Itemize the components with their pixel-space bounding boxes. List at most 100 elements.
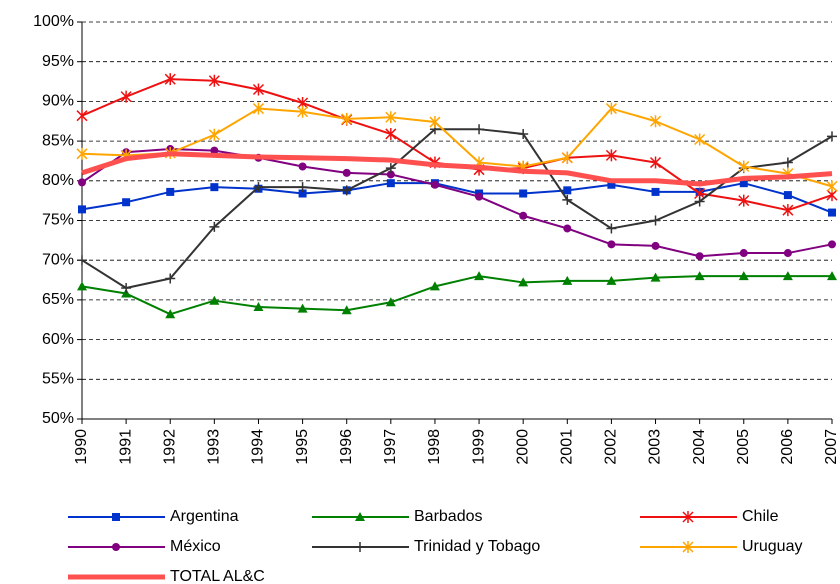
marker: [386, 170, 395, 179]
marker: [385, 127, 397, 140]
marker: [252, 102, 265, 115]
marker: [298, 189, 307, 198]
marker: [563, 186, 572, 195]
marker: [694, 196, 705, 207]
x-tick-label: 2002: [603, 429, 620, 465]
marker: [165, 273, 176, 284]
legend-label: Trinidad y Tobago: [414, 538, 540, 555]
marker: [430, 180, 439, 189]
marker: [562, 275, 573, 285]
y-tick-label: 90%: [42, 93, 74, 110]
series-line: [81, 148, 833, 258]
series: [81, 151, 833, 187]
x-tick-label: 1994: [250, 429, 267, 465]
series: [77, 124, 837, 293]
y-tick-label: 60%: [42, 331, 74, 348]
x-tick-label: 1998: [426, 429, 443, 465]
marker: [385, 297, 396, 307]
y-tick-label: 80%: [42, 172, 74, 189]
x-tick-label: 2006: [779, 429, 796, 465]
marker: [76, 109, 88, 122]
series-line: [81, 107, 833, 188]
marker: [605, 102, 617, 115]
marker: [682, 511, 694, 523]
marker: [385, 163, 396, 174]
marker: [739, 249, 748, 258]
marker: [650, 215, 661, 226]
marker: [782, 271, 793, 281]
marker: [121, 288, 132, 298]
marker: [355, 512, 365, 521]
marker: [209, 295, 220, 305]
marker: [341, 112, 353, 125]
marker: [122, 198, 131, 207]
x-tick-label: 2001: [559, 429, 576, 465]
marker: [519, 211, 528, 220]
marker: [298, 162, 307, 171]
marker: [605, 149, 617, 162]
marker: [519, 189, 528, 198]
marker: [77, 255, 87, 266]
marker: [607, 180, 616, 189]
legend-label: Barbados: [414, 508, 483, 525]
marker: [385, 111, 397, 124]
marker: [208, 74, 220, 87]
marker: [342, 168, 351, 177]
x-tick-label: 2003: [647, 429, 664, 465]
marker: [651, 187, 660, 196]
marker: [253, 182, 264, 193]
series-line: [81, 128, 833, 289]
y-tick-label: 70%: [42, 251, 74, 268]
marker: [738, 160, 750, 173]
marker: [475, 192, 484, 201]
marker: [651, 241, 660, 250]
marker: [606, 223, 617, 234]
x-tick-label: 1999: [470, 429, 487, 465]
legend-label: Argentina: [170, 508, 239, 525]
x-tick-label: 2005: [735, 429, 752, 465]
marker: [695, 252, 704, 261]
marker: [694, 133, 706, 146]
marker: [739, 179, 748, 188]
marker: [355, 542, 365, 552]
x-tick-label: 1995: [294, 429, 311, 465]
marker: [827, 271, 837, 281]
marker: [166, 187, 175, 196]
marker: [208, 128, 220, 141]
y-tick-label: 100%: [33, 13, 74, 30]
marker: [474, 124, 485, 135]
x-tick-label: 2004: [691, 429, 708, 465]
series-line: [81, 151, 833, 187]
x-tick-label: 1990: [73, 429, 90, 465]
marker: [77, 281, 87, 291]
marker: [518, 128, 529, 139]
marker: [210, 183, 219, 192]
marker: [650, 272, 661, 282]
marker: [386, 179, 395, 188]
marker: [297, 303, 308, 313]
marker: [607, 240, 616, 249]
marker: [253, 302, 264, 312]
marker: [649, 115, 662, 128]
x-tick-label: 2000: [514, 429, 531, 465]
marker: [561, 151, 573, 164]
marker: [738, 271, 749, 281]
y-tick-label: 55%: [42, 371, 74, 388]
marker: [252, 83, 265, 96]
y-tick-label: 65%: [42, 291, 74, 308]
series: [78, 145, 836, 261]
marker: [297, 105, 309, 118]
y-tick-label: 75%: [42, 212, 74, 229]
marker: [78, 205, 86, 214]
marker: [827, 131, 837, 142]
marker: [76, 147, 88, 160]
x-tick-label: 1996: [338, 429, 355, 465]
marker: [474, 271, 485, 281]
marker: [783, 249, 792, 258]
marker: [297, 182, 308, 193]
x-tick-label: 1992: [161, 429, 178, 465]
marker: [828, 208, 836, 217]
marker: [606, 275, 617, 285]
marker: [828, 240, 836, 249]
